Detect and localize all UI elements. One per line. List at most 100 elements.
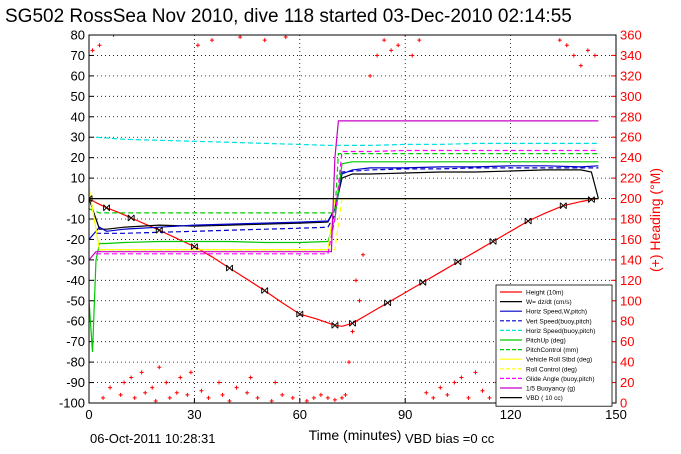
heading-point (445, 392, 450, 397)
heading-point (206, 395, 211, 400)
heading-point (262, 38, 267, 43)
y-tick-label: 20 (71, 150, 85, 165)
y-tick-label: 10 (71, 171, 85, 186)
series-line-9 (96, 149, 599, 255)
heading-point (350, 329, 355, 334)
heading-point (188, 370, 193, 375)
y-tick-label: -100 (59, 396, 85, 411)
y2-tick-label: 300 (620, 89, 642, 104)
heading-point (578, 63, 583, 68)
heading-point (410, 53, 415, 58)
legend-entry: VBD ( 10 cc) (526, 395, 563, 402)
x-tick-label: 90 (398, 407, 412, 422)
height-marker (384, 299, 392, 307)
legend-box (495, 284, 613, 407)
series-line-6 (89, 153, 599, 214)
heading-point (389, 48, 394, 53)
y2-tick-label: 160 (620, 232, 642, 247)
legend-entry: PitchUp (deg) (526, 338, 566, 345)
heading-point (361, 252, 366, 257)
height-marker (190, 243, 198, 250)
plot-area: 0 30 60 90 120 150-100-90-80-70-60-50-40-30-2… (59, 28, 642, 423)
vbd-bias-footer: VBD bias =0 cc (405, 431, 495, 446)
legend-entry: PitchControl (mm) (526, 347, 578, 354)
height-marker (155, 226, 163, 234)
heading-point (354, 278, 359, 283)
heading-point (174, 390, 179, 395)
y2-tick-label: 360 (620, 28, 642, 43)
heading-point (375, 53, 380, 58)
height-marker (587, 196, 595, 203)
heading-point (153, 398, 158, 403)
heading-point (90, 48, 95, 53)
heading-point (424, 390, 429, 395)
series-line-10 (89, 120, 599, 261)
height-marker (349, 319, 356, 327)
legend: Height (10m) W= dz/dt (cm/s) Horiz Speed,W… (495, 284, 613, 407)
y2-tick-label: 260 (620, 130, 642, 145)
heading-point (473, 370, 478, 375)
legend-entry: Horiz Speed,W,pitch) (526, 309, 587, 316)
height-marker (559, 202, 567, 210)
height-marker (261, 287, 269, 294)
height-marker (489, 238, 497, 245)
heading-point (185, 392, 190, 397)
series-line-5 (89, 161, 599, 352)
heading-point (466, 395, 471, 400)
x-tick-label: 30 (187, 407, 201, 422)
heading-point (245, 390, 250, 395)
x-tick-label: 150 (605, 407, 627, 422)
heading-point (118, 392, 123, 397)
y2-axis-label: (+) Heading (°M) (647, 168, 663, 272)
heading-point (220, 392, 225, 397)
y2-tick-label: 60 (620, 334, 634, 349)
legend-entry: Height (10m) (526, 290, 564, 297)
legend-entry: Roll Control (deg) (526, 366, 577, 373)
heading-point (564, 43, 569, 48)
heading-point (297, 401, 302, 403)
height-marker (127, 214, 135, 222)
heading-point (238, 35, 243, 40)
height-marker (296, 310, 304, 318)
y2-tick-label: 40 (620, 355, 634, 370)
heading-point (452, 380, 457, 385)
y2-tick-label: 320 (620, 68, 642, 83)
y2-tick-label: 20 (620, 375, 634, 390)
heading-point (97, 43, 102, 48)
series-line-4 (95, 136, 599, 146)
y2-tick-label: 200 (620, 191, 642, 206)
heading-point (290, 395, 295, 400)
heading-point (339, 395, 344, 400)
y-tick-label: -30 (66, 252, 85, 267)
legend-entry: Glide Angle (buoy,pitch) (526, 376, 595, 383)
legend-entry: Horiz Speed(buoy,pitch) (526, 328, 595, 335)
chart-title: SG502 RossSea Nov 2010, dive 118 started… (5, 6, 572, 27)
height-marker (454, 258, 462, 266)
heading-point (459, 375, 464, 380)
heading-point (585, 48, 590, 53)
heading-point (382, 38, 387, 43)
y2-tick-label: 340 (620, 48, 642, 63)
height-marker (226, 264, 233, 272)
heading-point (122, 380, 127, 385)
heading-point (227, 398, 232, 403)
heading-point (571, 53, 576, 58)
y-tick-label: -40 (66, 273, 85, 288)
x-tick-label: 120 (500, 407, 522, 422)
heading-point (199, 388, 204, 393)
heading-point (255, 395, 260, 400)
y-tick-label: -20 (66, 232, 85, 247)
heading-point (325, 395, 330, 400)
heading-point (209, 38, 214, 43)
y-tick-label: 50 (71, 89, 85, 104)
heading-point (318, 392, 323, 397)
y-tick-label: 0 (78, 191, 85, 206)
heading-point (108, 385, 113, 390)
heading-point (143, 390, 148, 395)
heading-point (480, 388, 485, 393)
heading-point (129, 375, 134, 380)
series-group (89, 35, 599, 403)
y-tick-label: 30 (71, 130, 85, 145)
heading-point (248, 375, 253, 380)
